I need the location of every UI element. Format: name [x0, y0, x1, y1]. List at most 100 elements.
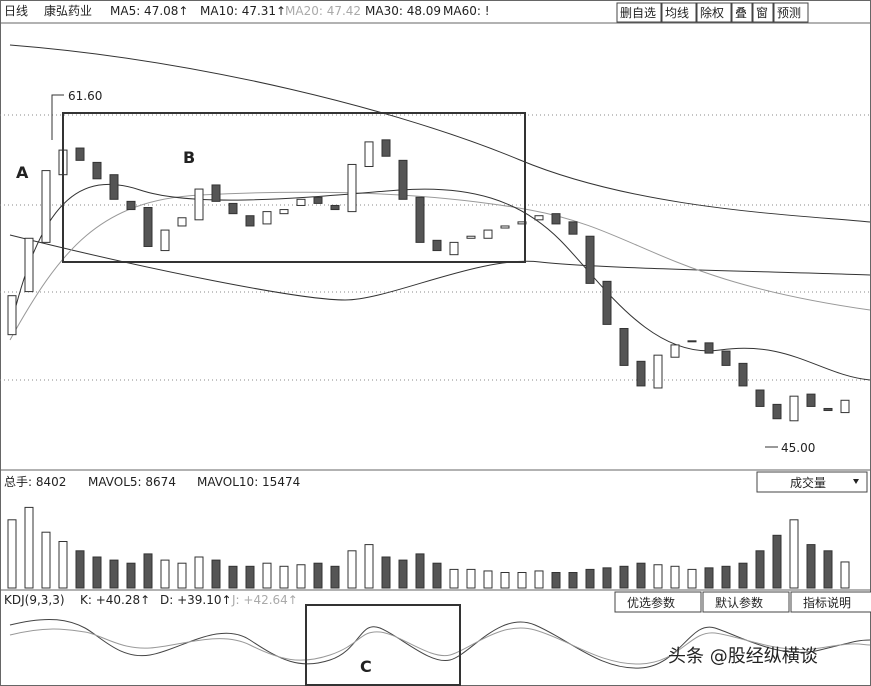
volume-bar — [772, 534, 782, 589]
volume-bar — [194, 556, 204, 589]
volume-bar — [806, 544, 816, 589]
candle-body — [24, 237, 34, 293]
toolbar-button[interactable] — [773, 2, 809, 23]
volume-bar — [245, 565, 255, 589]
candle-body — [500, 225, 510, 229]
toolbar-button-label: 预测 — [777, 6, 801, 20]
candle-body — [806, 393, 816, 407]
volume-bar — [24, 506, 34, 589]
volume-bar — [313, 562, 323, 589]
candle-body — [177, 217, 187, 227]
watermark: 头条 @股经纵横谈 — [668, 646, 818, 667]
candle-body — [7, 295, 17, 336]
candle-body — [398, 159, 408, 200]
candle-body — [279, 209, 289, 215]
volume-bar — [585, 568, 595, 589]
toolbar-button-label: 均线 — [665, 6, 689, 20]
volume-bar — [721, 565, 731, 589]
candle-body — [704, 342, 714, 354]
ma10: MA10: 47.31↑ — [200, 4, 286, 18]
candle-body — [194, 188, 204, 221]
label-a: A — [16, 163, 29, 182]
candle-body — [534, 215, 544, 221]
candle-body — [228, 202, 238, 215]
volume-bar — [755, 550, 765, 589]
volume-bar — [415, 553, 425, 589]
candle-body — [772, 403, 782, 420]
volume-bar — [568, 572, 578, 589]
kdj-button[interactable] — [790, 591, 871, 613]
toolbar-button[interactable] — [752, 2, 774, 23]
candle-body — [789, 395, 799, 422]
mavol10: MAVOL10: 15474 — [197, 475, 300, 489]
candle-body — [109, 174, 119, 200]
candle-body — [483, 229, 493, 239]
candle-body — [160, 229, 170, 252]
box-c — [305, 604, 461, 686]
candle-body — [602, 280, 612, 325]
toolbar-button[interactable] — [661, 2, 697, 23]
candle-body — [415, 196, 425, 243]
kdj-button[interactable] — [702, 591, 790, 613]
volume-bar — [619, 565, 629, 589]
kdj-d: D: +39.10↑ — [160, 593, 232, 607]
candle-body — [126, 200, 136, 211]
volume-bar — [177, 562, 187, 589]
vol-total: 总手: 8402 — [4, 475, 66, 489]
toolbar-button-label: 叠 — [735, 6, 747, 20]
candle-body — [738, 362, 748, 387]
toolbar-button-label: 窗 — [756, 6, 768, 20]
toolbar-button[interactable] — [696, 2, 732, 23]
volume-bar — [398, 559, 408, 589]
volume-bar — [92, 556, 102, 589]
candle-body — [670, 344, 680, 358]
candle-body — [211, 184, 221, 202]
candle-body — [636, 360, 646, 387]
volume-bar — [517, 572, 527, 589]
candle-body — [41, 170, 51, 243]
volume-bar — [602, 567, 612, 589]
low-label: 45.00 — [781, 441, 815, 455]
candle-body — [449, 241, 459, 256]
candle-body — [466, 235, 476, 239]
label-c: C — [360, 657, 372, 676]
volume-bar — [534, 570, 544, 589]
volume-bar — [143, 553, 153, 589]
volume-bar — [789, 519, 799, 589]
candle-body — [296, 198, 306, 206]
dropdown-arrow — [853, 479, 859, 484]
candle-body — [330, 204, 340, 211]
candle-body — [755, 389, 765, 407]
candle-body — [92, 161, 102, 180]
label-b: B — [183, 148, 195, 167]
ma20: MA20: 47.42 — [285, 4, 361, 18]
toolbar-button[interactable] — [731, 2, 753, 23]
candle-body — [568, 221, 578, 235]
toolbar-button[interactable] — [616, 2, 662, 23]
stock-name: 康弘药业 — [44, 3, 92, 18]
high-pointer — [51, 94, 64, 140]
volume-bar — [381, 556, 391, 589]
volume-bar — [483, 570, 493, 589]
toolbar-button-label: 删自选 — [620, 6, 656, 20]
volume-bar — [823, 550, 833, 589]
box-b — [62, 112, 526, 263]
candle-body — [687, 340, 697, 343]
volume-bar — [466, 568, 476, 589]
volume-bar — [653, 564, 663, 589]
candle-body — [245, 215, 255, 227]
candle-body — [823, 407, 833, 412]
volume-bar — [500, 572, 510, 589]
kdj-button[interactable] — [614, 591, 702, 613]
volume-bar — [7, 519, 17, 589]
candle-body — [381, 139, 391, 157]
volume-bar — [211, 559, 221, 589]
dropdown-label: 成交量 — [790, 475, 826, 490]
volume-bar — [160, 559, 170, 589]
kdj-lines — [9, 619, 871, 669]
volume-bar — [296, 564, 306, 589]
indicator-dropdown[interactable] — [756, 471, 868, 493]
volume-bar — [126, 562, 136, 589]
toolbar-button-label: 除权 — [700, 5, 724, 20]
candle-body — [585, 235, 595, 284]
